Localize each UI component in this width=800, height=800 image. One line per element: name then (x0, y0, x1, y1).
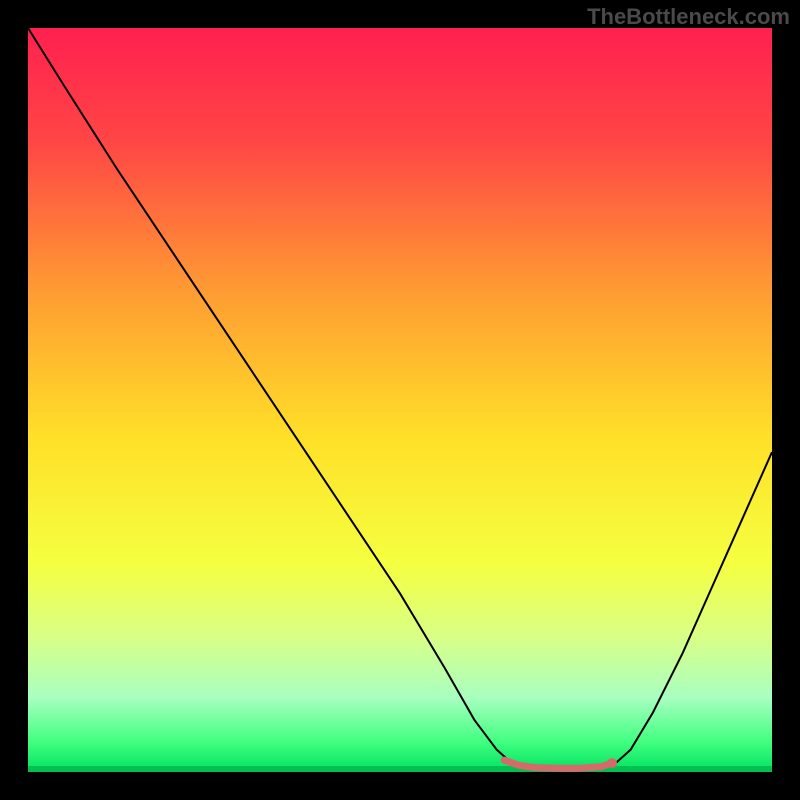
chart-svg (28, 28, 772, 772)
chart-container: { "watermark": "TheBottleneck.com", "cha… (0, 0, 800, 800)
plot-area (28, 28, 772, 772)
highlight-end-marker (607, 758, 617, 768)
watermark-text: TheBottleneck.com (587, 4, 790, 30)
bottom-green-bar (28, 766, 772, 772)
